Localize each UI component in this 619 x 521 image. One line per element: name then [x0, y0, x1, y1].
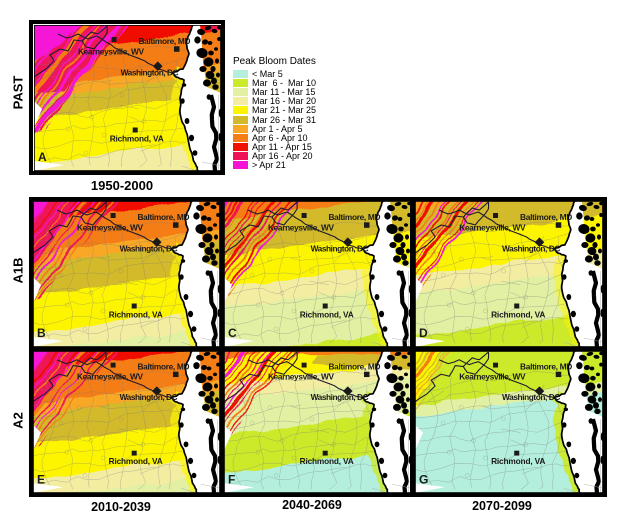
svg-text:B: B	[37, 326, 46, 340]
svg-text:D: D	[419, 326, 428, 340]
svg-text:A: A	[38, 150, 47, 164]
svg-text:Baltimore, MD: Baltimore, MD	[520, 212, 572, 222]
svg-text:Kearneysville, WV: Kearneysville, WV	[78, 46, 144, 56]
svg-text:G: G	[419, 472, 428, 486]
svg-text:Kearneysville, WV: Kearneysville, WV	[77, 373, 144, 382]
svg-text:Richmond, VA: Richmond, VA	[109, 457, 163, 466]
svg-text:Kearneysville, WV: Kearneysville, WV	[459, 222, 526, 232]
svg-text:Kearneysville, WV: Kearneysville, WV	[459, 373, 526, 382]
svg-text:Richmond, VA: Richmond, VA	[109, 309, 163, 319]
svg-text:Richmond, VA: Richmond, VA	[110, 133, 164, 143]
svg-text:Washington, DC: Washington, DC	[120, 393, 178, 402]
svg-text:Washington, DC: Washington, DC	[120, 243, 178, 253]
svg-text:Washington, DC: Washington, DC	[311, 243, 369, 253]
svg-text:F: F	[228, 472, 235, 486]
svg-text:Kearneysville, WV: Kearneysville, WV	[268, 373, 335, 382]
svg-text:Baltimore, MD: Baltimore, MD	[138, 363, 190, 372]
svg-text:Richmond, VA: Richmond, VA	[300, 457, 354, 466]
svg-text:Baltimore, MD: Baltimore, MD	[329, 363, 381, 372]
svg-text:Richmond, VA: Richmond, VA	[491, 457, 545, 466]
svg-text:Kearneysville, WV: Kearneysville, WV	[77, 222, 143, 232]
svg-text:Baltimore, MD: Baltimore, MD	[520, 363, 572, 372]
svg-text:Richmond, VA: Richmond, VA	[491, 309, 545, 319]
svg-text:C: C	[228, 326, 237, 340]
svg-text:Richmond, VA: Richmond, VA	[300, 309, 354, 319]
svg-text:Baltimore, MD: Baltimore, MD	[138, 212, 190, 222]
svg-text:Washington, DC: Washington, DC	[311, 393, 369, 402]
svg-text:Baltimore, MD: Baltimore, MD	[139, 36, 191, 46]
svg-text:Baltimore, MD: Baltimore, MD	[329, 212, 381, 222]
svg-text:Washington, DC: Washington, DC	[502, 393, 560, 402]
svg-text:E: E	[37, 472, 45, 486]
svg-text:Washington, DC: Washington, DC	[502, 243, 560, 253]
svg-text:Kearneysville, WV: Kearneysville, WV	[268, 222, 334, 232]
svg-text:Washington, DC: Washington, DC	[121, 67, 179, 77]
